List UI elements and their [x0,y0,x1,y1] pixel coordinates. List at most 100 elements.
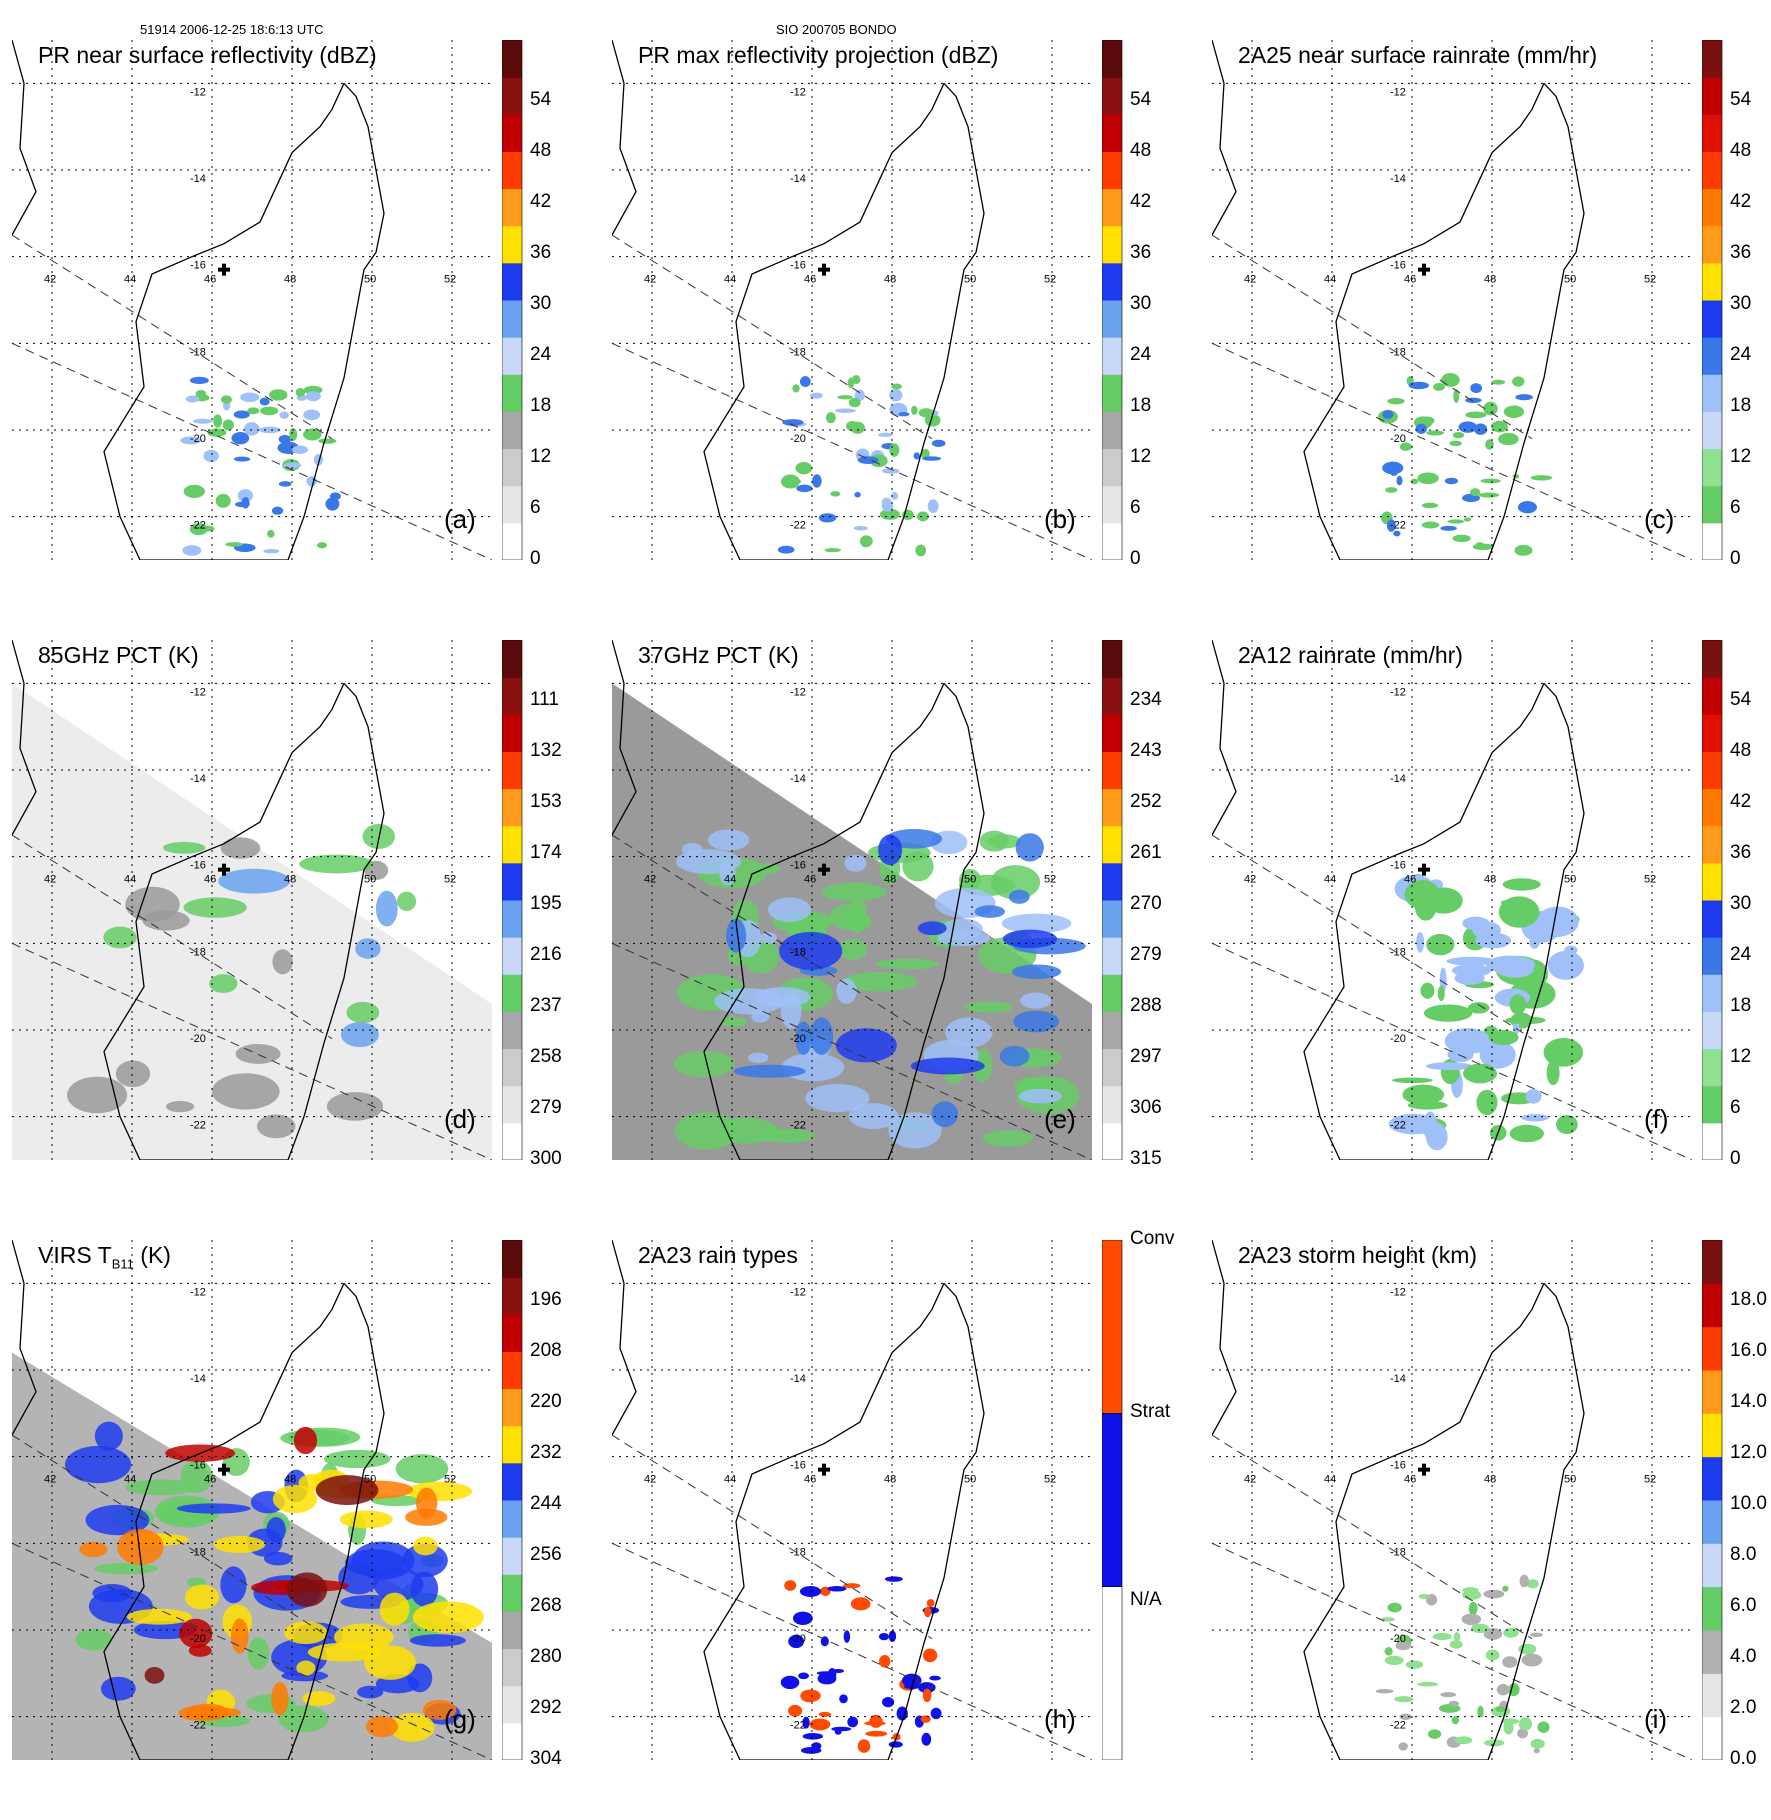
lat-tick-label: -12 [190,686,206,698]
rain-feature [1398,1742,1408,1751]
colorbar-segment [1102,677,1122,715]
rain-feature [357,1685,384,1699]
lon-tick-label: 44 [1324,1473,1336,1485]
lon-tick-label: 44 [724,273,736,285]
panel-e: 42 44 46 48 50 52 -12 -14 -16 -18 -20 -22 37GHz PCT … [612,640,1172,1220]
panel-title: 37GHz PCT (K) [638,642,799,668]
lat-tick-label: -18 [1390,946,1406,958]
lat-tick-label: -16 [190,260,206,272]
swath-edge-south [612,342,1092,560]
colorbar-tick-label: 24 [1730,944,1752,966]
colorbar-segment [1102,900,1122,938]
rain-feature [326,1092,384,1121]
rain-feature [279,411,289,419]
colorbar-segment [502,40,522,78]
swath-edge-north [612,834,933,1040]
rain-feature [927,499,939,514]
rain-feature [918,408,934,418]
rain-feature [1018,1088,1062,1104]
rain-feature [889,389,903,402]
rain-feature [306,476,317,487]
rain-feature [235,501,250,508]
rain-feature [1418,1593,1430,1599]
rain-feature [259,397,270,406]
colorbar-segment [502,411,522,450]
colorbar-tick-label: 234 [1130,689,1162,711]
colorbar-segment [1102,825,1122,864]
rain-feature [1387,397,1405,405]
rain-feature [1421,521,1440,529]
rain-feature [1530,1738,1545,1749]
rain-feature [396,891,417,911]
rain-feature [1008,889,1030,904]
panel-title: VIRS TB11 (K) [38,1242,171,1272]
rain-feature [222,419,234,431]
rain-feature [213,1535,266,1554]
colorbar [502,1240,523,1760]
lon-tick-label: 46 [804,1473,816,1485]
rain-feature [1447,519,1465,524]
colorbar-tick-label: 256 [530,1544,562,1566]
rain-feature [92,1584,132,1603]
rain-feature [189,523,208,536]
rain-feature [882,468,900,474]
lon-tick-label: 52 [1644,1473,1656,1485]
black-cross-icon [818,1463,830,1476]
rain-feature [910,1057,985,1075]
colorbar [502,640,523,1160]
rain-feature [260,406,279,416]
rain-feature [389,1712,435,1742]
panel-label: (d) [444,1104,476,1134]
colorbar-tick-label: 48 [1130,140,1152,162]
rain-feature [256,1114,296,1139]
rain-feature [920,1715,931,1723]
rain-feature [878,834,903,866]
rain-feature [286,1572,328,1607]
colorbar-segment [1702,937,1722,975]
lon-tick-label: 42 [644,873,656,885]
swath-edge-south [12,1542,492,1760]
colorbar-segment [1102,262,1122,301]
colorbar-tick-label: 153 [530,791,562,813]
colorbar-tick-label: 14.0 [1730,1391,1767,1413]
colorbar-segment [1102,862,1122,901]
rain-feature [990,865,1041,900]
lon-tick-label: 48 [884,873,896,885]
colorbar-tick-label: 54 [530,89,552,111]
colorbar-tick-label: 36 [530,242,552,264]
rain-feature [117,1528,164,1565]
colorbar-segment [1102,1011,1122,1050]
colorbar-tick-label: 16.0 [1730,1340,1767,1362]
lat-tick-label: -18 [190,1546,206,1558]
rain-feature [1415,423,1427,435]
panel-d: 42 44 46 48 50 52 -12 -14 -16 -18 -20 -22 85GHz PCT … [12,640,572,1220]
lat-tick-label: -16 [1390,860,1406,872]
madagascar-coastline [103,682,385,1160]
colorbar-segment [1102,788,1122,827]
lat-tick-label: -22 [790,1720,806,1732]
madagascar-coastline [703,682,985,1160]
lon-tick-label: 42 [1244,873,1256,885]
colorbar-segment [1102,77,1122,115]
lat-tick-label: -18 [190,946,206,958]
rain-feature [1440,525,1457,531]
lon-tick-label: 42 [44,273,56,285]
colorbar-segment [1102,188,1122,227]
lat-tick-label: -16 [790,860,806,872]
colorbar-segment [1102,151,1122,190]
lat-tick-label: -20 [190,1033,206,1045]
lon-tick-label: 48 [284,1473,296,1485]
colorbar-tick-label: 24 [530,344,552,366]
rain-feature [1420,416,1435,425]
rain-feature [1480,478,1501,484]
rain-feature [1467,1002,1490,1014]
lon-tick-label: 52 [1044,1473,1056,1485]
swath-edge-south [1212,1542,1692,1760]
rain-feature [379,1592,410,1626]
colorbar-segment [502,788,522,827]
rain-feature [1405,1660,1424,1669]
lon-tick-label: 44 [124,1473,136,1485]
rain-feature [1462,1589,1482,1600]
colorbar-segment [502,825,522,864]
colorbar-segment [1702,900,1722,938]
